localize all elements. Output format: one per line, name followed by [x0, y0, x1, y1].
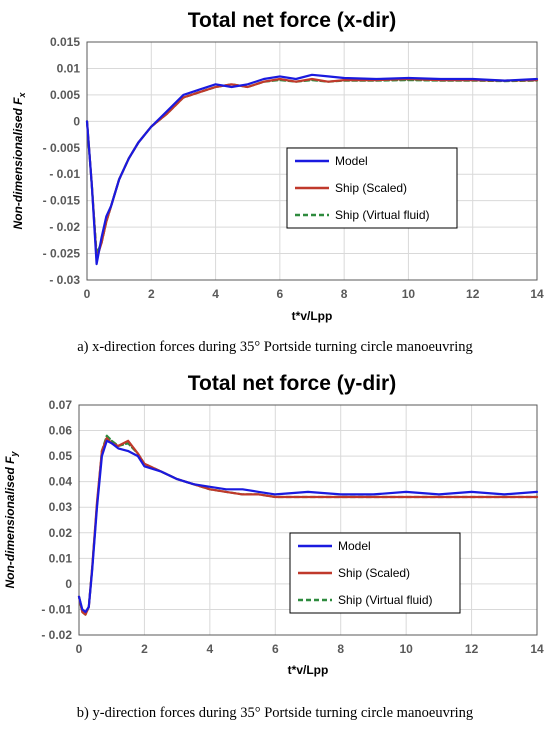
legend-label: Ship (Virtual fluid) [338, 593, 433, 607]
x-tick-label: 8 [337, 642, 344, 656]
y-tick-label: - 0.015 [43, 194, 81, 208]
x-tick-label: 2 [148, 287, 155, 301]
y-tick-label: 0.02 [49, 526, 73, 540]
y-tick-label: 0.01 [49, 551, 73, 565]
x-axis-label: t*v/Lpp [292, 309, 333, 323]
chart-title: Total net force (y-dir) [188, 372, 396, 395]
legend-label: Model [335, 154, 368, 168]
y-axis-label: Non-dimensionalised Fy [3, 451, 19, 589]
legend: Model Ship (Scaled) Ship (Virtual fluid) [289, 532, 461, 614]
y-axis-label-subscript: y [9, 451, 19, 458]
x-tick-label: 0 [76, 642, 83, 656]
x-tick-label: 14 [530, 287, 544, 301]
x-axis-label: t*v/Lpp [288, 663, 329, 677]
y-tick-label: 0.07 [49, 398, 73, 412]
x-tick-label: 8 [341, 287, 348, 301]
x-tick-label: 6 [277, 287, 284, 301]
y-tick-label: - 0.025 [43, 247, 81, 261]
x-tick-label: 2 [141, 642, 148, 656]
x-tick-label: 4 [212, 287, 219, 301]
legend-label: Ship (Scaled) [338, 566, 410, 580]
x-tick-label: 14 [530, 642, 544, 656]
y-tick-label: 0.03 [49, 500, 73, 514]
y-tick-label: 0.015 [50, 35, 80, 49]
chart-x-dir: Total net force (x-dir) 0 2 4 6 8 10 12 14 - 0.03… [11, 9, 544, 355]
y-axis-label-main: Non-dimensionalised F [3, 456, 17, 589]
legend-label: Ship (Virtual fluid) [335, 208, 430, 222]
y-tick-label: 0.06 [49, 424, 73, 438]
legend: Model Ship (Scaled) Ship (Virtual fluid) [286, 147, 458, 229]
x-tick-label: 12 [465, 642, 479, 656]
y-tick-label: - 0.01 [49, 167, 80, 181]
x-tick-label: 0 [84, 287, 91, 301]
y-tick-label: 0 [65, 577, 72, 591]
y-tick-label: - 0.005 [43, 141, 81, 155]
y-axis-label-main: Non-dimensionalised F [11, 97, 25, 230]
y-tick-label: - 0.03 [49, 273, 80, 287]
legend-label: Ship (Scaled) [335, 181, 407, 195]
figure-caption: a) x-direction forces during 35° Portsid… [77, 339, 473, 355]
x-tick-label: 10 [402, 287, 416, 301]
x-tick-label: 10 [399, 642, 413, 656]
plot-frame [86, 41, 538, 281]
x-tick-label: 12 [466, 287, 480, 301]
chart-y-dir: Total net force (y-dir) 0 2 4 6 8 10 12 14 - 0.02… [3, 372, 544, 721]
y-tick-label: 0.05 [49, 449, 73, 463]
y-axis-label: Non-dimensionalised Fx [11, 92, 27, 230]
y-tick-label: 0.04 [49, 475, 73, 489]
y-tick-label: - 0.01 [41, 602, 72, 616]
legend-label: Model [338, 539, 371, 553]
chart-title: Total net force (x-dir) [188, 9, 396, 32]
y-tick-label: 0.005 [50, 88, 80, 102]
y-axis-label-subscript: x [17, 92, 27, 99]
plot-frame [78, 404, 538, 636]
series-line-model [85, 73, 539, 266]
figure-caption: b) y-direction forces during 35° Portsid… [77, 705, 473, 721]
series-line-model [77, 439, 539, 614]
y-tick-label: 0 [73, 114, 80, 128]
y-tick-label: - 0.02 [49, 220, 80, 234]
y-tick-label: - 0.02 [41, 628, 72, 642]
y-tick-label: 0.01 [57, 61, 81, 75]
x-tick-label: 4 [207, 642, 214, 656]
x-tick-label: 6 [272, 642, 279, 656]
